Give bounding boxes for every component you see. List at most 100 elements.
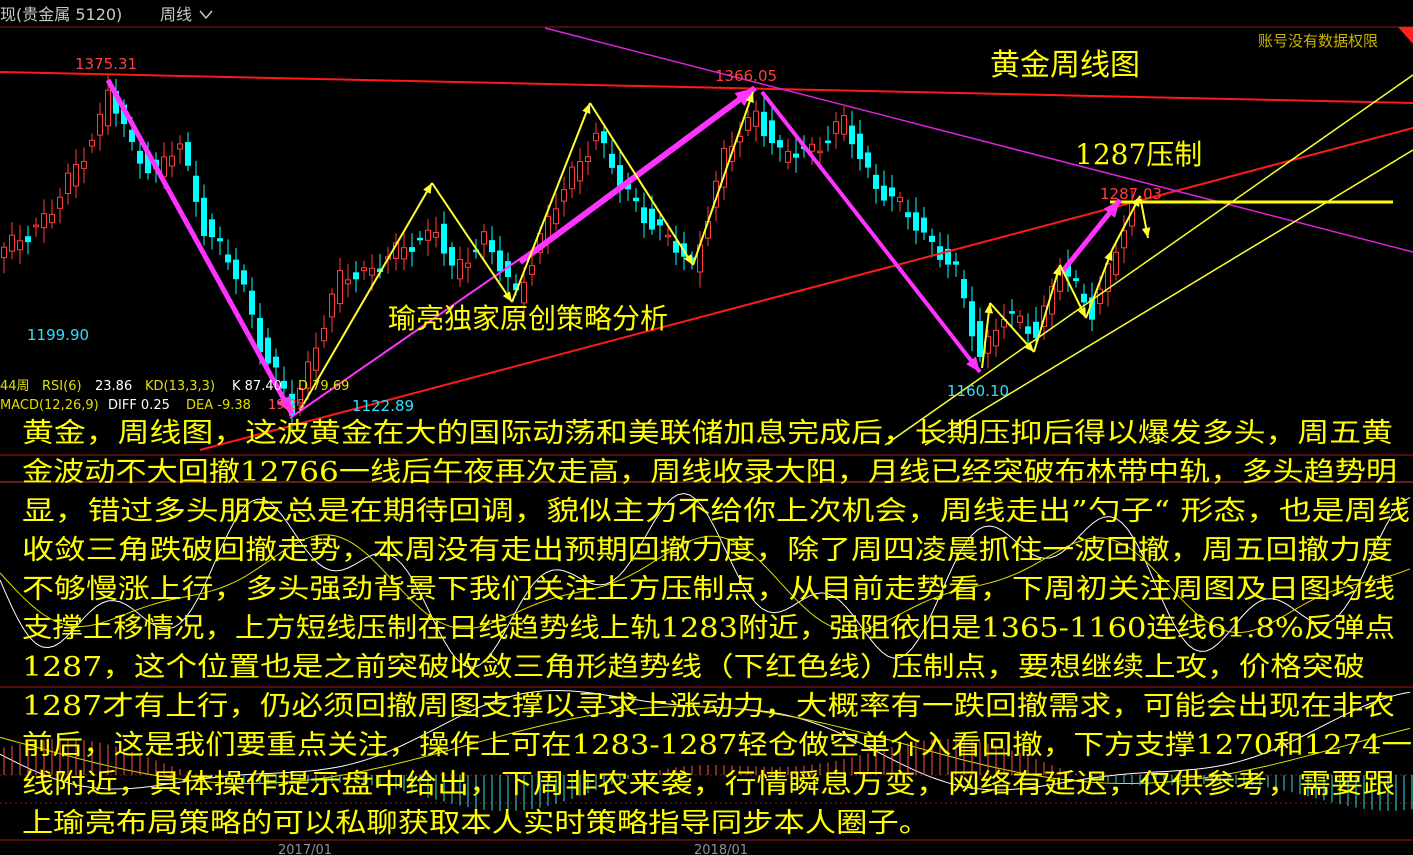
candle-up bbox=[345, 279, 351, 285]
candle-up bbox=[585, 156, 591, 163]
candle-down bbox=[265, 337, 271, 364]
candle-down bbox=[633, 197, 639, 202]
kd-d-line bbox=[0, 534, 1411, 634]
candle-down bbox=[977, 321, 983, 357]
candle-up bbox=[337, 270, 343, 305]
arrow-head-icon bbox=[734, 88, 755, 107]
candle-down bbox=[601, 131, 607, 144]
candle-up bbox=[65, 172, 71, 195]
candle-down bbox=[857, 133, 863, 160]
red-triangle-lower-line bbox=[199, 127, 1413, 451]
yellow-down-arrow bbox=[981, 302, 991, 369]
price-label-low: 1199.90 bbox=[27, 326, 89, 344]
yellow-up-arrow bbox=[511, 102, 591, 303]
price-label-low-3: 1160.10 bbox=[947, 382, 1009, 400]
arrow-head-icon bbox=[1024, 341, 1034, 352]
candle-up bbox=[569, 166, 575, 190]
candle-down bbox=[1081, 293, 1087, 303]
commentary-line: 显，错过多头朋友总是在期待回调，貌似主力不给你上次机会，周线走出”勺子“ 形态，… bbox=[22, 496, 1410, 527]
period-selector[interactable]: 周线 bbox=[160, 5, 192, 24]
candle-down bbox=[281, 380, 287, 389]
x-axis-label-2018: 2018/01 bbox=[694, 843, 748, 855]
candle-down bbox=[889, 187, 895, 197]
candle-down bbox=[201, 197, 207, 236]
price-label-high-2: 1366.05 bbox=[715, 67, 777, 85]
candle-up bbox=[1113, 251, 1119, 276]
diff-value: DIFF 0.25 bbox=[108, 398, 170, 413]
chevron-down-icon[interactable] bbox=[199, 10, 213, 20]
candle-up bbox=[1105, 263, 1111, 293]
candle-up bbox=[401, 247, 407, 260]
candle-down bbox=[185, 142, 191, 166]
candle-down bbox=[209, 219, 215, 238]
candle-up bbox=[57, 196, 63, 209]
candle-down bbox=[849, 125, 855, 145]
price-label-resistance: 1287.03 bbox=[1100, 185, 1162, 203]
candle-up bbox=[481, 231, 487, 245]
magenta-down-arrow bbox=[105, 78, 295, 416]
candle-up bbox=[73, 163, 79, 187]
arrow-head-icon bbox=[745, 92, 754, 103]
candle-down bbox=[929, 235, 935, 243]
candle-down bbox=[913, 212, 919, 231]
candle-down bbox=[769, 120, 775, 144]
candle-down bbox=[273, 356, 279, 368]
candle-down bbox=[1009, 311, 1015, 314]
arrow-head-icon bbox=[1052, 265, 1062, 276]
candle-down bbox=[193, 175, 199, 202]
candle-up bbox=[833, 121, 839, 134]
candle-down bbox=[865, 152, 871, 168]
price-label-high: 1375.31 bbox=[75, 55, 137, 73]
price-label-low-2: 1122.89 bbox=[352, 397, 414, 415]
arrow-head-icon bbox=[1103, 200, 1120, 218]
candle-down bbox=[449, 247, 455, 266]
trend-lines bbox=[0, 27, 1413, 451]
candle-up bbox=[817, 150, 823, 154]
candle-down bbox=[225, 254, 231, 263]
corner-marker-icon bbox=[1398, 27, 1413, 44]
candle-up bbox=[753, 110, 759, 127]
candle-down bbox=[777, 140, 783, 148]
candle-down bbox=[905, 212, 911, 218]
candle-down bbox=[1073, 278, 1079, 282]
candle-down bbox=[657, 219, 663, 226]
candle-up bbox=[305, 361, 311, 389]
commentary-line: 不够慢涨上行，多头强劲背景下我们关注上方压制点，从目前走势看，下周初关注周图及日… bbox=[22, 574, 1395, 605]
resistance-annotation: 1287压制 bbox=[1075, 138, 1202, 171]
indicator-curves bbox=[0, 492, 1413, 812]
commentary-line: 前后，这是我们要重点关注，操作上可在1283-1287轻仓做空单介入看回撤，下方… bbox=[22, 730, 1412, 761]
trend-arrows bbox=[105, 78, 1151, 416]
magenta-down-arrow bbox=[760, 90, 982, 374]
candle-up bbox=[841, 115, 847, 135]
rsi-label[interactable]: RSI(6) bbox=[42, 379, 82, 394]
symbol-label[interactable]: 现(贵金属 5120) bbox=[0, 5, 122, 24]
yellow-up-arrow bbox=[299, 182, 433, 411]
candle-up bbox=[425, 229, 431, 241]
arrow-head-icon bbox=[683, 254, 693, 265]
arrow-head-icon bbox=[984, 303, 994, 314]
candle-up bbox=[433, 232, 439, 238]
magenta-rising-line bbox=[289, 244, 541, 419]
candle-down bbox=[649, 208, 655, 230]
candle-down bbox=[953, 261, 959, 265]
permission-notice: 账号没有数据权限 bbox=[1258, 32, 1378, 50]
kd-label[interactable]: KD(13,3,3) bbox=[145, 379, 215, 394]
candle-up bbox=[553, 208, 559, 225]
chart-title-annotation: 黄金周线图 bbox=[990, 48, 1140, 83]
candle-up bbox=[465, 262, 471, 268]
yellow-up-arrow bbox=[989, 302, 1035, 353]
commentary-line: 1287，这个位置也是之前突破收敛三角形趋势线（下红色线）压制点，要想继续上攻，… bbox=[22, 652, 1365, 683]
candle-up bbox=[177, 143, 183, 150]
candle-down bbox=[241, 270, 247, 285]
candle-down bbox=[793, 153, 799, 158]
candle-down bbox=[945, 248, 951, 265]
candle-up bbox=[49, 213, 55, 224]
yellow-down-arrow bbox=[589, 102, 694, 266]
candle-up bbox=[593, 132, 599, 142]
rsi-value: 23.86 bbox=[95, 379, 132, 394]
macd-label[interactable]: MACD(12,26,9) bbox=[0, 398, 99, 413]
candle-up bbox=[97, 113, 103, 136]
candle-up bbox=[897, 196, 903, 203]
candle-down bbox=[249, 290, 255, 315]
